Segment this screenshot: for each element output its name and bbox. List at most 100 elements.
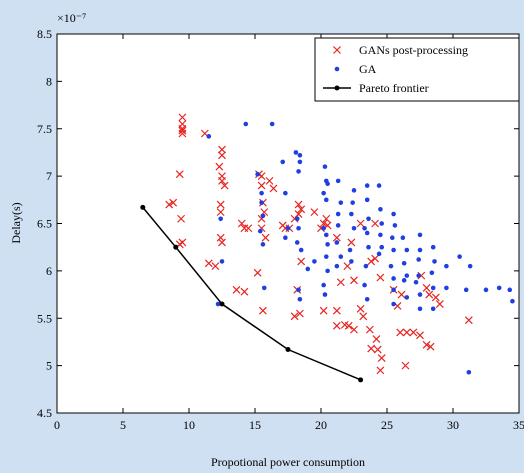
x-marker (435, 300, 444, 308)
x-marker (425, 290, 434, 299)
x-marker (178, 113, 187, 122)
x-marker (294, 210, 303, 218)
x-axis-label: Propotional power consumption (211, 455, 365, 469)
dot-marker (400, 235, 406, 241)
dot-marker (376, 251, 382, 257)
dot-marker (378, 206, 383, 212)
x-marker (220, 181, 229, 190)
dot-marker (444, 263, 449, 269)
legend-marker (334, 66, 340, 72)
x-marker (297, 257, 306, 266)
dot-marker (404, 273, 410, 278)
x-marker (397, 290, 406, 299)
dot-marker (335, 223, 341, 228)
dot-marker (363, 263, 369, 269)
x-marker (177, 214, 186, 223)
x-tick-label: 15 (249, 418, 261, 432)
dot-marker (323, 232, 329, 238)
dot-marker (404, 295, 410, 300)
x-marker (319, 306, 328, 315)
y-tick-label: 5.5 (37, 311, 52, 325)
x-marker (294, 200, 303, 209)
x-tick-label: 20 (315, 418, 327, 432)
x-marker (422, 284, 431, 292)
dot-marker (444, 285, 449, 291)
y-tick-label: 7 (46, 169, 52, 183)
dot-marker (430, 285, 436, 291)
dot-marker (349, 211, 354, 217)
x-tick-label: 30 (447, 418, 459, 432)
x-marker (218, 176, 226, 185)
dot-marker (259, 200, 264, 205)
x-marker (216, 208, 225, 217)
x-marker (350, 325, 358, 334)
x-marker (237, 219, 246, 228)
dot-marker (283, 190, 288, 196)
x-marker (431, 293, 440, 302)
dot-marker (321, 282, 326, 288)
dot-marker (322, 164, 328, 169)
dot-marker (325, 242, 330, 247)
dot-marker (321, 190, 326, 196)
legend-marker (334, 85, 340, 91)
dot-marker (297, 297, 303, 302)
dot-marker (296, 169, 301, 174)
dot-marker (401, 260, 407, 266)
dot-marker (507, 287, 513, 293)
dot-marker (259, 190, 264, 196)
dot-marker (269, 121, 275, 127)
dot-marker (432, 259, 437, 264)
dot-marker (335, 211, 341, 217)
x-marker (371, 219, 380, 228)
x-marker (295, 309, 304, 318)
dot-marker (351, 188, 357, 193)
x-marker (216, 200, 225, 209)
dot-marker (392, 223, 398, 228)
y-multiplier: ×10⁻⁷ (57, 11, 86, 25)
dot-marker (298, 247, 304, 253)
dot-marker (364, 230, 370, 236)
dot-marker (417, 306, 423, 312)
y-tick-label: 7.5 (37, 122, 52, 136)
x-marker (165, 200, 174, 209)
dot-marker (335, 178, 341, 184)
x-marker (178, 126, 187, 135)
x-marker (402, 328, 411, 337)
dot-marker (297, 159, 303, 165)
dot-marker (321, 225, 326, 231)
dot-marker (349, 259, 354, 264)
dot-marker (391, 211, 396, 217)
dot-marker (347, 247, 353, 253)
pareto-point (219, 301, 225, 307)
dot-marker (483, 287, 489, 293)
x-marker (218, 145, 226, 154)
x-marker (332, 306, 341, 315)
x-marker (464, 316, 473, 325)
dot-marker (312, 259, 317, 264)
dot-marker (325, 268, 330, 274)
dot-marker (338, 200, 344, 205)
x-marker (257, 181, 266, 190)
dot-marker (404, 247, 410, 253)
dot-marker (280, 159, 286, 165)
x-marker (216, 233, 225, 242)
dot-marker (218, 216, 223, 222)
dot-marker (260, 213, 266, 219)
x-tick-label: 0 (54, 418, 60, 432)
dot-marker (364, 183, 370, 188)
x-marker (350, 276, 358, 285)
dot-marker (391, 301, 396, 307)
x-tick-label: 25 (381, 418, 393, 432)
x-marker (215, 162, 224, 171)
dot-marker (376, 183, 382, 188)
x-marker (269, 184, 278, 193)
dot-marker (457, 254, 462, 259)
dot-marker (323, 197, 329, 203)
x-marker (417, 271, 426, 280)
dot-marker (219, 259, 225, 264)
x-marker (261, 233, 270, 242)
dot-marker (379, 244, 385, 250)
x-marker (332, 233, 341, 242)
dot-marker (416, 273, 421, 278)
y-tick-label: 6 (46, 264, 52, 278)
